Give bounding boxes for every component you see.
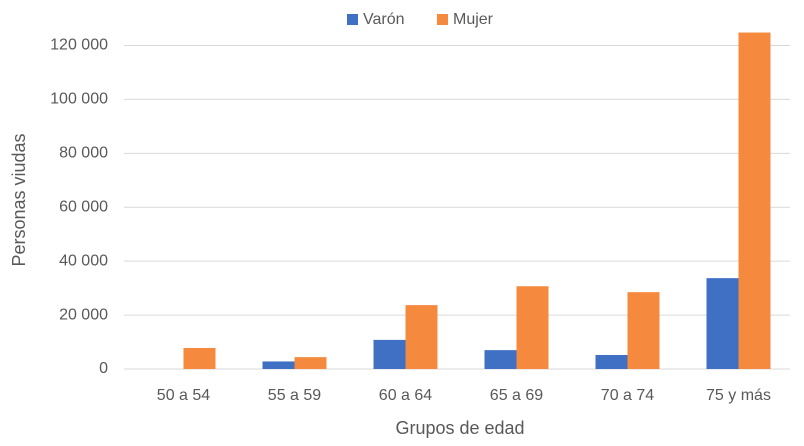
y-tick-label: 80 000 [59, 145, 108, 162]
x-tick-label: 55 a 59 [268, 387, 321, 404]
x-tick-label: 60 a 64 [379, 387, 432, 404]
bar [627, 292, 660, 369]
legend-label: Mujer [453, 11, 494, 28]
bar [738, 32, 771, 370]
bar [516, 286, 549, 369]
bar [294, 357, 327, 369]
bar [405, 305, 438, 369]
bar [373, 339, 406, 369]
legend-swatch [437, 14, 448, 25]
bar [262, 361, 295, 369]
bar [706, 278, 739, 369]
legend-label: Varón [363, 11, 405, 28]
y-axis-title: Personas viudas [9, 133, 29, 266]
y-tick-label: 100 000 [50, 91, 108, 108]
y-tick-label: 120 000 [50, 37, 108, 54]
x-tick-label: 50 a 54 [157, 387, 210, 404]
y-tick-label: 0 [99, 360, 108, 377]
x-tick-label: 70 a 74 [601, 387, 654, 404]
bar [183, 347, 216, 369]
y-tick-label: 40 000 [59, 252, 108, 269]
x-axis-title: Grupos de edad [395, 418, 524, 438]
y-tick-label: 60 000 [59, 198, 108, 215]
x-tick-label: 75 y más [706, 387, 771, 404]
bar [484, 350, 517, 369]
x-tick-label: 65 a 69 [490, 387, 543, 404]
legend-swatch [347, 14, 358, 25]
y-tick-label: 20 000 [59, 306, 108, 323]
bar [595, 354, 628, 369]
